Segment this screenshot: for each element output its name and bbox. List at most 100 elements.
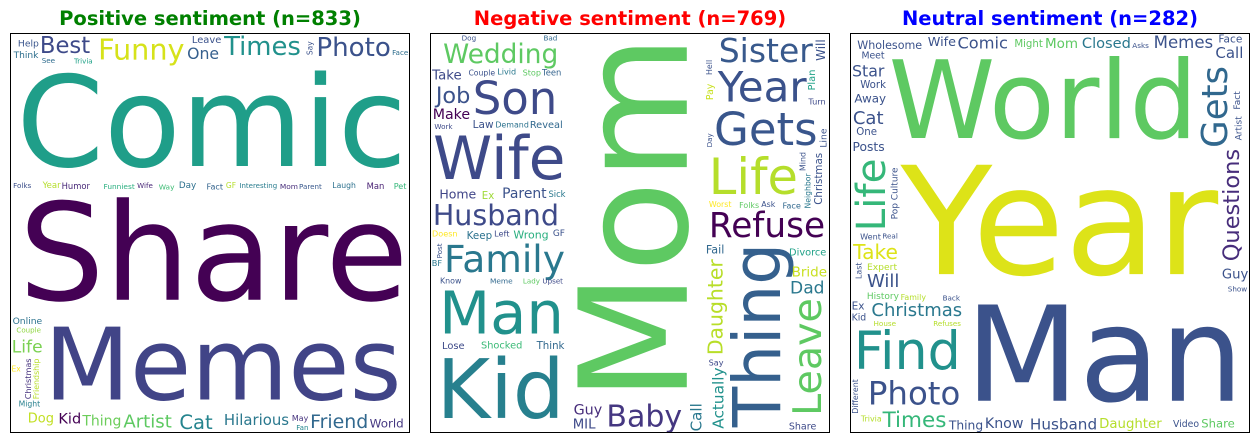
- word-friend: Friend: [310, 411, 368, 432]
- word-pop-culture: Pop Culture: [890, 167, 900, 219]
- word-dog: Dog: [462, 34, 477, 42]
- word-one: One: [856, 127, 877, 138]
- word-make: Make: [433, 107, 470, 123]
- word-went: Went: [860, 232, 881, 242]
- wordcloud-panel-neutral: Year Man World Find Christmas Photo Times Husba…: [850, 33, 1250, 433]
- word-think: Think: [13, 51, 40, 61]
- word-folks: Folks: [13, 181, 31, 190]
- word-gf: GF: [553, 229, 565, 239]
- word-different: Different: [851, 379, 860, 414]
- word-man: Man: [965, 279, 1243, 432]
- word-plan: Plan: [807, 69, 818, 90]
- word-call: Call: [688, 403, 706, 431]
- word-line: Line: [818, 128, 829, 147]
- word-wife: Wife: [928, 35, 956, 50]
- word-ex: Ex: [12, 364, 22, 373]
- word-life: Life: [851, 158, 895, 231]
- word-divorce: Divorce: [789, 248, 826, 259]
- word-may: May: [292, 414, 309, 423]
- word-real: Real: [882, 232, 898, 241]
- word-parent: Parent: [299, 182, 322, 191]
- word-christmas: Christmas: [813, 153, 825, 205]
- word-artist: Artist: [1234, 116, 1244, 141]
- word-kid: Kid: [852, 313, 867, 324]
- word-gets: Gets: [714, 103, 818, 156]
- word-year: Year: [42, 181, 62, 191]
- word-wholesome: Wholesome: [857, 39, 922, 52]
- word-times: Times: [223, 34, 301, 62]
- word-share: Share: [1201, 416, 1234, 430]
- word-home: Home: [439, 187, 476, 202]
- word-demand: Demand: [495, 120, 528, 129]
- word-know: Know: [440, 277, 462, 286]
- word-folks: Folks: [739, 201, 759, 210]
- word-thing: Thing: [719, 243, 796, 428]
- word-day: Day: [705, 132, 714, 147]
- word-might: Might: [19, 400, 41, 409]
- word-meet: Meet: [861, 51, 884, 62]
- word-online: Online: [13, 316, 43, 327]
- word-take: Take: [852, 240, 898, 264]
- word-thing: Thing: [81, 414, 121, 430]
- word-pet: Pet: [394, 181, 407, 191]
- word-call: Call: [1215, 44, 1243, 62]
- word-year: Year: [717, 62, 808, 111]
- word-post: Post: [435, 243, 444, 258]
- word-humor: Humor: [62, 181, 91, 191]
- word-one: One: [187, 44, 219, 63]
- word-thing: Thing: [948, 419, 983, 433]
- word-help: Help: [18, 39, 39, 50]
- word-neighbor: Neighbor: [804, 173, 813, 209]
- word-way: Way: [159, 182, 175, 191]
- word-friendship: Friendship: [32, 359, 41, 400]
- word-wrong: Wrong: [513, 228, 548, 241]
- word-work: Work: [434, 122, 453, 131]
- word-gets: Gets: [1195, 66, 1236, 148]
- word-sick: Sick: [548, 189, 565, 199]
- word-house: House: [874, 319, 897, 328]
- word-know: Know: [985, 416, 1024, 432]
- word-lose: Lose: [442, 341, 465, 352]
- word-husband: Husband: [1030, 416, 1097, 433]
- panel-title-positive: Positive sentiment (n=833): [59, 7, 361, 30]
- word-dog: Dog: [28, 412, 54, 427]
- word-dad: Dad: [790, 279, 825, 299]
- word-turn: Turn: [807, 97, 825, 107]
- word-artist: Artist: [123, 411, 171, 432]
- word-refuses: Refuses: [933, 319, 961, 328]
- word-law: Law: [473, 119, 494, 131]
- word-might: Might: [1014, 39, 1043, 50]
- word-meme: Meme: [490, 277, 513, 286]
- word-hell: Hell: [705, 60, 714, 75]
- word-fan: Fan: [296, 423, 308, 432]
- word-couple: Couple: [468, 69, 495, 78]
- word-gf: GF: [226, 181, 236, 190]
- word-think: Think: [536, 341, 565, 352]
- word-show: Show: [1228, 284, 1248, 293]
- word-pay: Pay: [705, 83, 716, 100]
- word-work: Work: [860, 80, 886, 91]
- word-interesting: Interesting: [239, 182, 277, 190]
- word-funniest: Funniest: [103, 182, 134, 191]
- word-keep: Keep: [467, 230, 492, 242]
- word-daughter: Daughter: [703, 259, 727, 356]
- wordcloud-panel-negative: Mom Family Wife Man Kid Refuse Thing Husband Lif…: [430, 33, 830, 433]
- word-mil: MIL: [573, 418, 596, 432]
- word-left: Left: [494, 229, 509, 239]
- word-reveal: Reveal: [530, 120, 563, 131]
- word-wife: Wife: [137, 181, 153, 190]
- word-stop: Stop: [523, 67, 541, 77]
- word-comic: Comic: [958, 34, 1008, 53]
- word-son: Son: [473, 72, 558, 125]
- word-world: World: [888, 39, 1198, 164]
- word-bad: Bad: [543, 34, 557, 43]
- word-couple: Couple: [16, 326, 41, 335]
- word-comic: Comic: [16, 50, 407, 196]
- word-guy: Guy: [574, 402, 603, 418]
- word-face: Face: [1218, 34, 1242, 46]
- word-photo: Photo: [316, 34, 390, 63]
- panel-title-neutral: Neutral sentiment (n=282): [901, 7, 1198, 30]
- word-parent: Parent: [502, 186, 547, 202]
- word-trivia: Trivia: [860, 415, 882, 424]
